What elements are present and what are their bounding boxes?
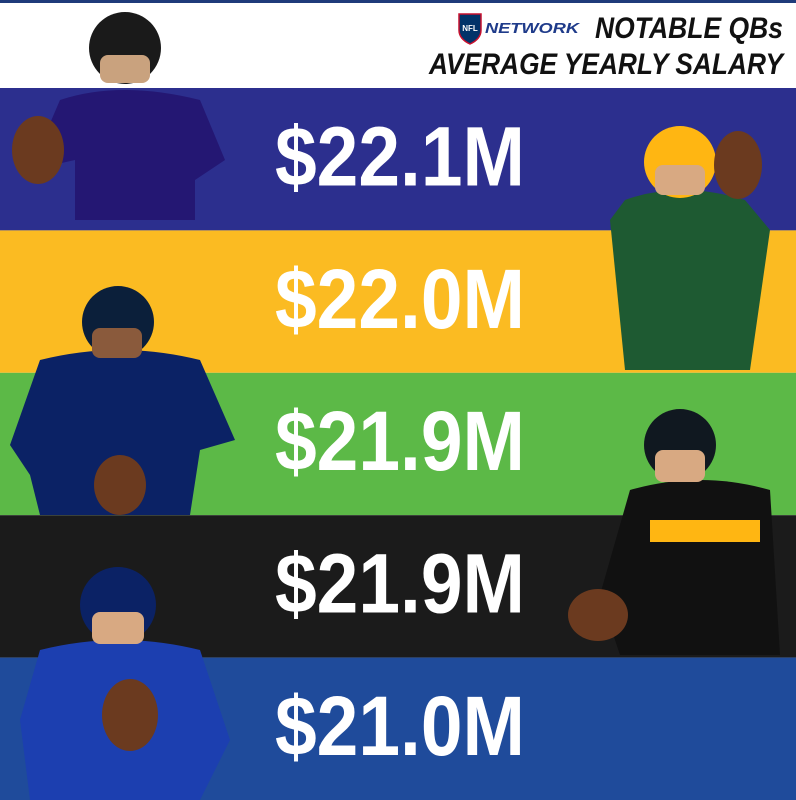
salary-label: $21.9M bbox=[275, 537, 525, 631]
nfl-logo-text: NFL bbox=[462, 24, 478, 33]
player-seahawks bbox=[10, 286, 235, 515]
player-giants bbox=[20, 567, 230, 800]
header: NFL NETWORK NOTABLE QBs AVERAGE YEARLY S… bbox=[428, 12, 785, 81]
salary-label: $21.0M bbox=[275, 679, 525, 773]
title-line-1: NOTABLE QBs bbox=[595, 12, 783, 45]
network-text: NETWORK bbox=[485, 20, 580, 37]
player-packers bbox=[610, 126, 770, 370]
player-ravens bbox=[12, 12, 225, 220]
top-rule bbox=[0, 0, 796, 3]
title-line-2: AVERAGE YEARLY SALARY bbox=[428, 48, 785, 81]
salary-label: $21.9M bbox=[275, 394, 525, 488]
salary-label: $22.1M bbox=[275, 109, 525, 203]
nfl-shield bbox=[458, 13, 482, 45]
salary-label: $22.0M bbox=[275, 252, 525, 346]
player-steelers bbox=[568, 409, 780, 655]
